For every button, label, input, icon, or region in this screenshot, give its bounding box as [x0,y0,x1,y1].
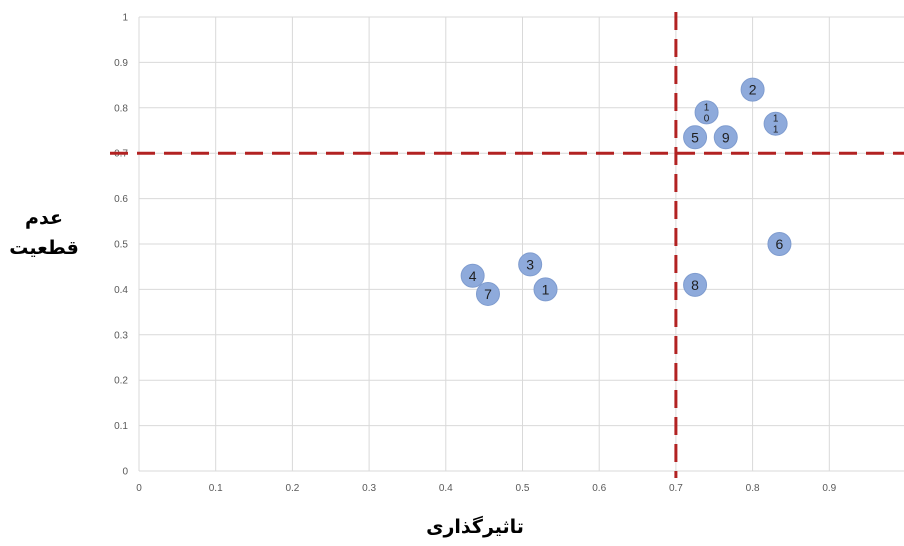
point-label: 4 [469,268,477,284]
point-label-digit: 1 [704,102,710,113]
y-tick-label: 0 [122,467,128,478]
y-tick-label: 0.9 [114,58,128,69]
y-tick-label: 0.4 [114,285,128,296]
x-tick-label: 0 [136,483,142,494]
x-tick-label: 0.8 [746,483,760,494]
point-marker [713,125,738,150]
point-label: 8 [691,277,699,293]
y-axis-label: عدم قطعیت [2,203,86,263]
point-marker [763,111,788,136]
point-marker [683,272,708,297]
data-point-9: 9 [713,125,738,150]
x-tick-label: 0.4 [439,483,453,494]
point-label: 6 [776,236,784,252]
data-point-7: 7 [475,281,500,306]
data-point-3: 3 [518,252,543,277]
y-axis-label-line-1: عدم [25,207,63,229]
point-label: 5 [691,129,699,145]
point-label-digit: 0 [704,113,710,124]
data-point-2: 2 [740,77,765,102]
y-tick-label: 0.8 [114,103,128,114]
point-marker [533,277,558,302]
y-tick-label: 0.3 [114,330,128,341]
point-marker [740,77,765,102]
data-point-10: 10 [694,100,719,125]
data-point-4: 4 [460,263,485,288]
data-point-5: 5 [683,125,708,150]
y-tick-label: 0.2 [114,376,128,387]
point-marker [767,232,792,256]
x-tick-label: 0.3 [362,483,376,494]
data-point-1: 1 [533,277,558,302]
point-label-digit: 1 [773,125,779,136]
threshold-lines [110,12,904,478]
x-axis-label: تاثیرگذاری [426,516,524,538]
point-label-digit: 1 [773,114,779,125]
y-axis-label-line-2: قطعیت [9,237,79,259]
x-tick-label: 0.9 [822,483,836,494]
point-label: 9 [722,129,730,145]
point-label: 3 [526,256,534,272]
data-point-6: 6 [767,232,792,256]
point-marker [518,252,543,277]
x-tick-label: 0.2 [285,483,299,494]
y-tick-label: 0.5 [114,240,128,251]
x-tick-label: 0.1 [209,483,223,494]
point-label: 1 [542,281,550,297]
x-tick-label: 0.6 [592,483,606,494]
y-tick-label: 0.1 [114,421,128,432]
x-tick-label: 0.5 [516,483,530,494]
data-point-8: 8 [683,272,708,297]
point-marker [460,263,485,288]
point-marker [475,281,500,306]
y-tick-label: 1 [122,13,128,24]
point-label: 7 [484,286,492,302]
y-tick-label: 0.6 [114,194,128,205]
data-point-11: 11 [763,111,788,136]
x-tick-label: 0.7 [669,483,683,494]
point-label: 2 [749,82,757,98]
point-marker [694,100,719,125]
point-marker [683,125,708,150]
